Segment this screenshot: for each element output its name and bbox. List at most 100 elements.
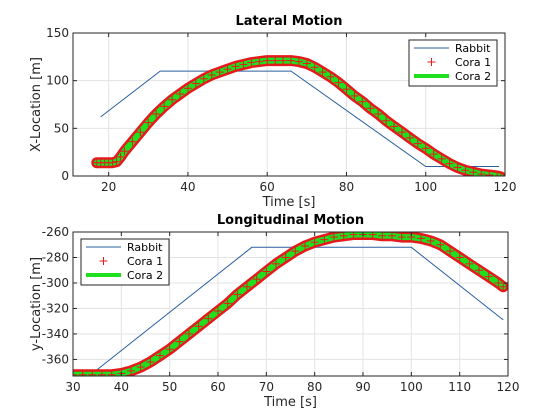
cora-1-marker [144,118,153,127]
cora-1-marker [120,147,129,156]
x-tick-label: 50 [162,380,177,394]
series-group [73,232,508,376]
cora-1-marker [378,232,387,240]
y-tick-label: -300 [42,276,69,290]
cora-1-marker [475,266,483,275]
y-tick-label: 100 [46,74,69,88]
cora-1-marker [255,57,264,66]
cora-1-marker [263,56,272,65]
cora-1-marker [279,56,288,65]
y-tick-label: 50 [54,121,69,135]
axes-box [72,231,509,377]
legend-label-cora-1: Cora 1 [455,56,491,69]
y-tick-label: -280 [42,250,69,264]
cora-1-marker [320,235,329,244]
y-axis-label: y-Location [m] [29,257,44,351]
x-tick-label: 100 [414,180,437,194]
cora-1-marker [215,68,224,77]
cora-1-marker [272,259,280,268]
cora-1-marker [176,90,185,99]
y-tick-label: 150 [46,26,69,40]
cora-1-marker [207,70,216,79]
cora-1-marker [231,62,240,71]
x-tick-label: 110 [448,380,471,394]
cora-1-marker [107,370,116,376]
cora-1-marker [243,282,251,291]
cora-1-marker [469,168,478,176]
cora-1-marker [421,144,430,153]
cora-1-marker [156,351,164,360]
legend-label-cora-1: Cora 1 [127,255,163,268]
cora-1-marker [262,267,271,276]
cora-1-marker [160,102,169,111]
cora-1-marker [368,232,377,239]
legend-label-rabbit: Rabbit [127,241,163,254]
y-tick-label: -320 [42,301,69,315]
cora-1-marker [223,299,232,308]
legend-label-cora-2: Cora 2 [455,70,491,83]
x-tick-label: 40 [114,380,129,394]
y-tick-label: -340 [42,327,69,341]
chart-title: Longitudinal Motion [217,213,364,228]
cora-1-marker [397,128,406,137]
cora-1-marker [191,79,200,88]
cora-1-marker [194,322,203,331]
cora-1-marker [291,247,300,256]
x-tick-label: 70 [259,380,274,394]
cora-1-marker [500,172,502,176]
cora-1-marker [455,253,464,262]
cora-1-marker [350,91,359,100]
cora-1-marker [152,110,161,119]
cora-1-marker [73,370,77,376]
cora-1-marker [461,166,470,175]
cora-1-marker [417,234,425,243]
chart-title: Lateral Motion [236,14,343,29]
cora-1-marker [334,78,343,87]
cora-1-marker [493,172,502,176]
cora-1-marker [175,337,184,346]
cora-1-marker [302,59,311,68]
cora-1-marker [168,95,177,104]
x-tick-label: 120 [497,380,520,394]
cora-1-marker [108,158,117,167]
cora-1-marker [310,63,319,72]
cora-1-marker [223,65,232,74]
cora-1-marker [453,163,462,172]
cora-1-marker [465,259,474,268]
cora-1-marker [349,232,358,239]
cora-1-marker [330,233,338,242]
cora-1-marker [426,236,435,245]
cora-1-marker [413,139,422,148]
cora-1-marker [271,56,280,65]
cora-1-marker [388,232,396,240]
cora-1-marker [98,370,106,376]
cora-1-marker [136,128,145,137]
x-tick-label: 30 [65,380,80,394]
x-tick-label: 100 [400,380,423,394]
cora-1-marker [499,282,508,291]
cora-1-marker [136,363,145,372]
cora-1-marker [477,170,486,176]
cora-1-marker [294,57,303,66]
axes-box [72,32,506,177]
cora-1-marker [484,272,493,281]
cora-1-marker [339,232,348,240]
cora-1-marker [405,133,414,142]
cora-1-marker [252,275,261,284]
lateral-motion-chart: 20 40 60 80 100 120 0 50 100 150 Lateral Motion Tim… [29,14,516,210]
cora-1-marker [127,366,135,375]
legend-swatch-cora-1 [99,257,108,265]
y-tick-label: -360 [42,352,69,366]
cora-1-marker [397,233,406,242]
rabbit-line [91,246,504,374]
cora-1-marker [445,159,454,168]
cora-1-marker [429,150,438,159]
cora-1-marker [247,58,256,67]
series-group [91,55,505,176]
cora-1-marker [146,357,155,366]
x-tick-label: 60 [210,380,225,394]
cora-1-marker [358,97,367,106]
cora-1-marker [116,152,125,161]
